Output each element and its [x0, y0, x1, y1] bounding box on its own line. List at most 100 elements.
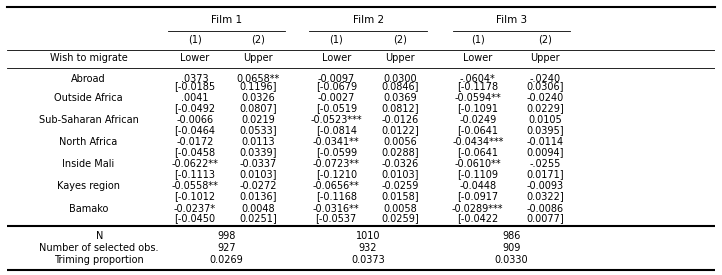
- Text: -0.0656**: -0.0656**: [313, 182, 360, 191]
- Text: [-0.0599: [-0.0599: [316, 147, 357, 157]
- Text: -0.0723**: -0.0723**: [313, 160, 360, 169]
- Text: [-0.0422: [-0.0422: [457, 213, 498, 223]
- Text: 0.0171]: 0.0171]: [526, 169, 564, 179]
- Text: [-0.1109: [-0.1109: [457, 169, 498, 179]
- Text: 0.0158]: 0.0158]: [381, 191, 419, 201]
- Text: .0041: .0041: [181, 93, 209, 103]
- Text: -0.0523***: -0.0523***: [310, 115, 362, 125]
- Text: 0.0373: 0.0373: [351, 255, 385, 265]
- Text: Film 3: Film 3: [496, 15, 527, 25]
- Text: Wish to migrate: Wish to migrate: [50, 53, 128, 63]
- Text: [-0.0917: [-0.0917: [457, 191, 498, 201]
- Text: -0.0610**: -0.0610**: [454, 160, 501, 169]
- Text: -0.0558**: -0.0558**: [171, 182, 218, 191]
- Text: 0.0300: 0.0300: [383, 74, 417, 84]
- Text: 0.0269: 0.0269: [209, 255, 243, 265]
- Text: Sub-Saharan African: Sub-Saharan African: [39, 115, 139, 125]
- Text: -0.0097: -0.0097: [318, 74, 355, 84]
- Text: Number of selected obs.: Number of selected obs.: [40, 243, 159, 253]
- Text: 927: 927: [217, 243, 236, 253]
- Text: [-0.0492: [-0.0492: [174, 103, 215, 113]
- Text: 0.0219: 0.0219: [242, 115, 275, 125]
- Text: [-0.0458: [-0.0458: [174, 147, 215, 157]
- Text: 0.0056: 0.0056: [383, 137, 417, 147]
- Text: 0.0330: 0.0330: [495, 255, 529, 265]
- Text: Upper: Upper: [530, 53, 560, 63]
- Text: Triming proportion: Triming proportion: [54, 255, 144, 265]
- Text: 0.0113: 0.0113: [242, 137, 275, 147]
- Text: (2): (2): [393, 35, 407, 45]
- Text: -0.0326: -0.0326: [381, 160, 419, 169]
- Text: Film 1: Film 1: [211, 15, 242, 25]
- Text: [-0.0679: [-0.0679: [316, 82, 357, 92]
- Text: [-0.1113: [-0.1113: [174, 169, 215, 179]
- Text: -0.0114: -0.0114: [526, 137, 564, 147]
- Text: [-0.0185: [-0.0185: [174, 82, 215, 92]
- Text: (1): (1): [471, 35, 484, 45]
- Text: 0.0136]: 0.0136]: [240, 191, 277, 201]
- Text: 0.0259]: 0.0259]: [381, 213, 419, 223]
- Text: Lower: Lower: [180, 53, 209, 63]
- Text: -0.0172: -0.0172: [176, 137, 214, 147]
- Text: North Africa: North Africa: [59, 137, 118, 147]
- Text: 0.0058: 0.0058: [383, 204, 417, 214]
- Text: 0.1196]: 0.1196]: [240, 82, 277, 92]
- Text: N: N: [95, 231, 103, 241]
- Text: 986: 986: [503, 231, 521, 241]
- Text: -0.0126: -0.0126: [381, 115, 419, 125]
- Text: -.0255: -.0255: [529, 160, 561, 169]
- Text: -0.0337: -0.0337: [240, 160, 277, 169]
- Text: -0.0259: -0.0259: [381, 182, 419, 191]
- Text: -.0604*: -.0604*: [460, 74, 495, 84]
- Text: Kayes region: Kayes region: [57, 182, 120, 191]
- Text: Outside Africa: Outside Africa: [54, 93, 123, 103]
- Text: [-0.0464: [-0.0464: [174, 125, 215, 135]
- Text: 0.0395]: 0.0395]: [526, 125, 564, 135]
- Text: -0.0027: -0.0027: [318, 93, 355, 103]
- Text: (1): (1): [188, 35, 201, 45]
- Text: -0.0093: -0.0093: [526, 182, 564, 191]
- Text: -0.0622**: -0.0622**: [171, 160, 218, 169]
- Text: [-0.1091: [-0.1091: [457, 103, 498, 113]
- Text: [-0.0814: [-0.0814: [316, 125, 357, 135]
- Text: 0.0251]: 0.0251]: [240, 213, 277, 223]
- Text: -0.0289***: -0.0289***: [452, 204, 503, 214]
- Text: (2): (2): [251, 35, 266, 45]
- Text: Film 2: Film 2: [352, 15, 383, 25]
- Text: 0.0229]: 0.0229]: [526, 103, 564, 113]
- Text: (2): (2): [538, 35, 552, 45]
- Text: -0.0316**: -0.0316**: [313, 204, 360, 214]
- Text: 0.0812]: 0.0812]: [381, 103, 419, 113]
- Text: Upper: Upper: [243, 53, 273, 63]
- Text: -.0240: -.0240: [529, 74, 560, 84]
- Text: -0.0434***: -0.0434***: [452, 137, 503, 147]
- Text: [-0.0519: [-0.0519: [316, 103, 357, 113]
- Text: 0.0103]: 0.0103]: [240, 169, 277, 179]
- Text: -0.0249: -0.0249: [459, 115, 496, 125]
- Text: [-0.0450: [-0.0450: [174, 213, 215, 223]
- Text: 1010: 1010: [356, 231, 380, 241]
- Text: -0.0272: -0.0272: [240, 182, 277, 191]
- Text: -0.0341**: -0.0341**: [313, 137, 360, 147]
- Text: (1): (1): [329, 35, 343, 45]
- Text: 0.0105: 0.0105: [528, 115, 562, 125]
- Text: Upper: Upper: [385, 53, 414, 63]
- Text: Bamako: Bamako: [69, 204, 108, 214]
- Text: -0.0066: -0.0066: [176, 115, 213, 125]
- Text: Lower: Lower: [321, 53, 351, 63]
- Text: 0.0122]: 0.0122]: [381, 125, 419, 135]
- Text: 0.0077]: 0.0077]: [526, 213, 564, 223]
- Text: [-0.0537: [-0.0537: [316, 213, 357, 223]
- Text: 0.0807]: 0.0807]: [240, 103, 277, 113]
- Text: 0.0326: 0.0326: [242, 93, 275, 103]
- Text: 0.0048: 0.0048: [242, 204, 275, 214]
- Text: 0.0094]: 0.0094]: [526, 147, 564, 157]
- Text: 0.0533]: 0.0533]: [240, 125, 277, 135]
- Text: 0.0306]: 0.0306]: [526, 82, 564, 92]
- Text: [-0.1210: [-0.1210: [316, 169, 357, 179]
- Text: Lower: Lower: [463, 53, 492, 63]
- Text: Abroad: Abroad: [71, 74, 106, 84]
- Text: -0.0240: -0.0240: [526, 93, 564, 103]
- Text: 0.0103]: 0.0103]: [381, 169, 419, 179]
- Text: -0.0237*: -0.0237*: [174, 204, 216, 214]
